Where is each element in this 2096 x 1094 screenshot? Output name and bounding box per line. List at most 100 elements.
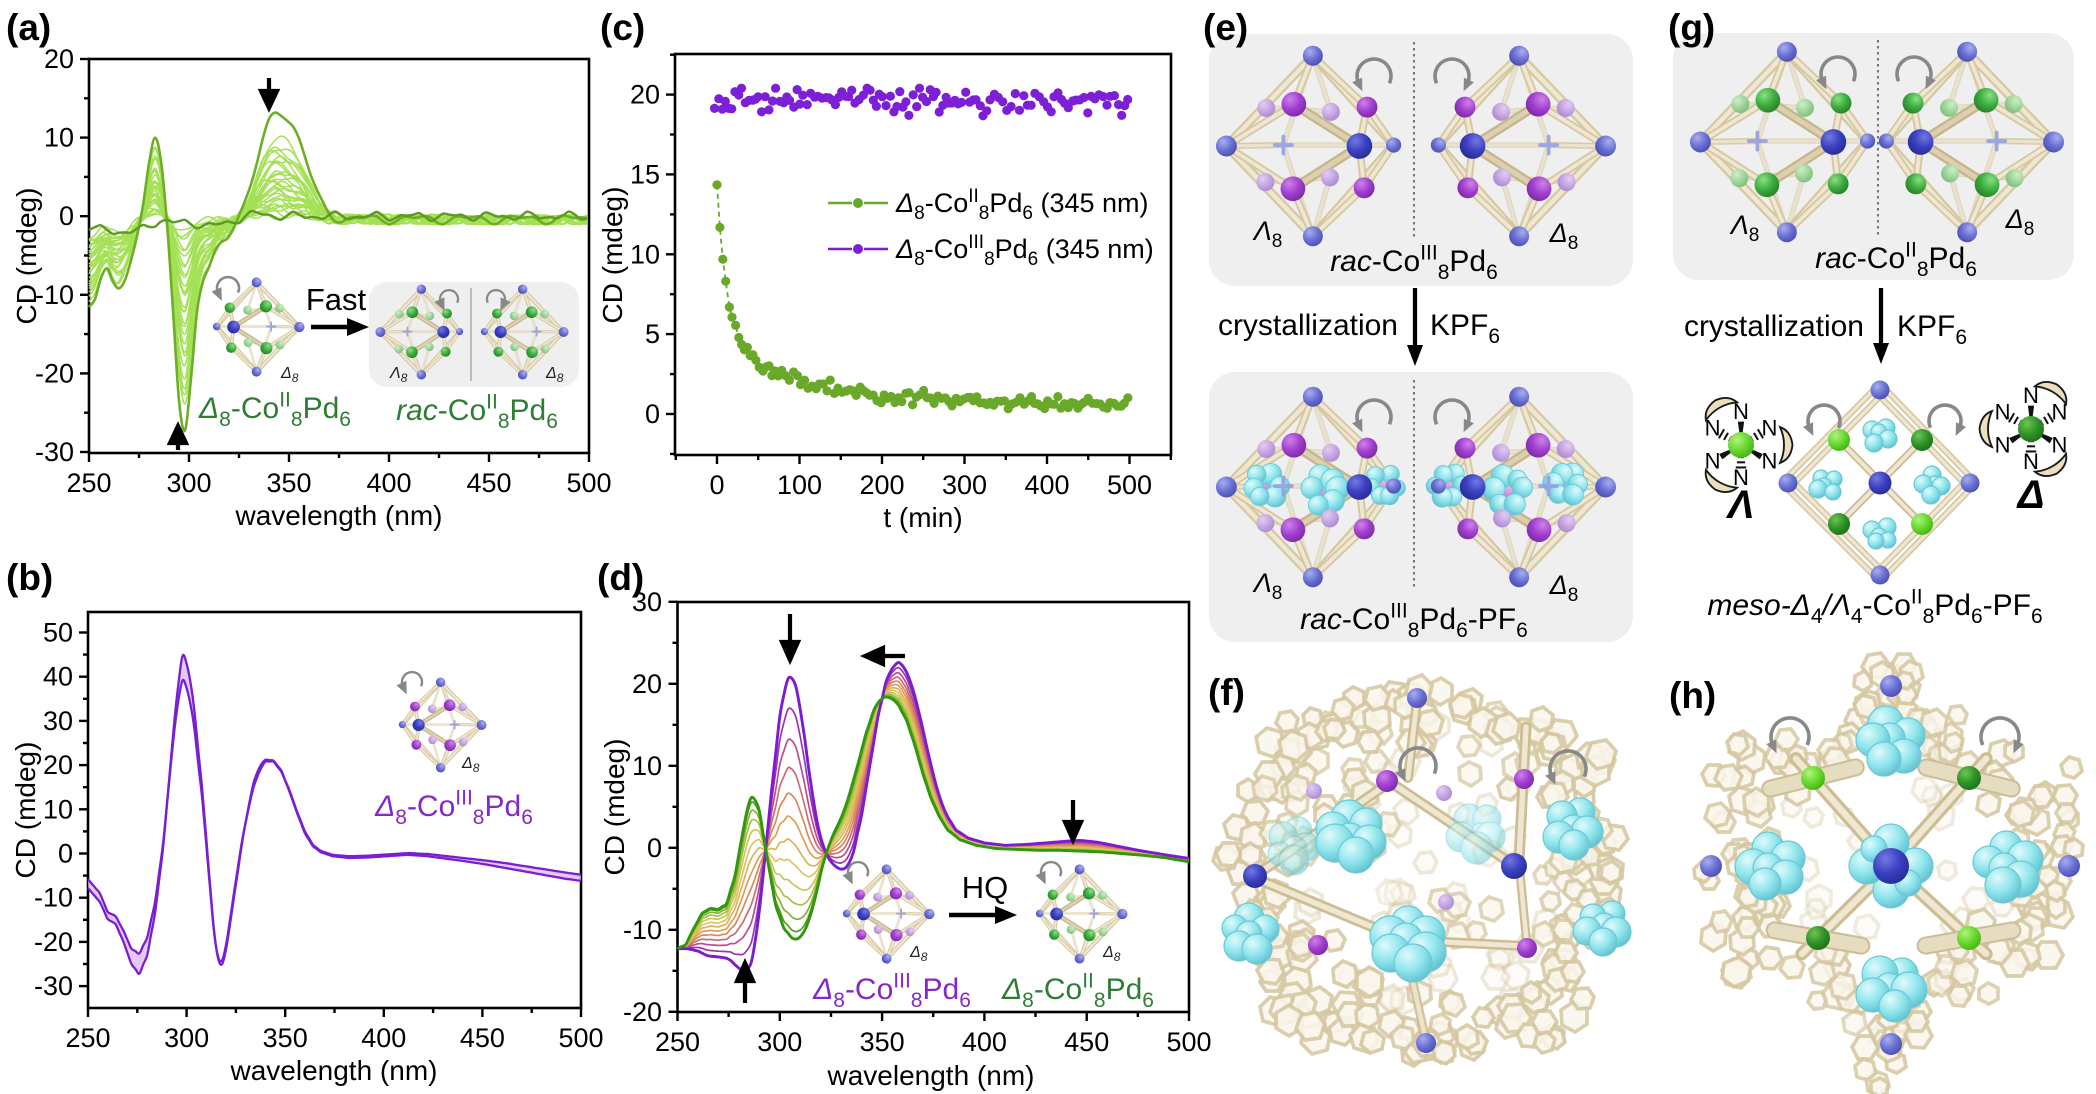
svg-text:(f): (f) — [1208, 672, 1245, 713]
svg-text:meso-Δ4/Λ4-CoII8Pd6-PF6: meso-Δ4/Λ4-CoII8Pd6-PF6 — [1707, 586, 2042, 628]
svg-text:Δ8: Δ8 — [1549, 218, 1579, 254]
svg-text:N: N — [1733, 465, 1749, 490]
svg-text:500: 500 — [1107, 470, 1152, 500]
svg-text:0: 0 — [58, 839, 73, 869]
svg-text:N: N — [1705, 416, 1721, 441]
svg-text:200: 200 — [859, 470, 904, 500]
svg-text:10: 10 — [632, 751, 662, 781]
svg-text:250: 250 — [655, 1027, 700, 1057]
svg-text:rac-CoIII8Pd6-PF6: rac-CoIII8Pd6-PF6 — [1300, 600, 1528, 642]
svg-text:500: 500 — [1166, 1027, 1211, 1057]
svg-text:15: 15 — [630, 159, 660, 189]
svg-text:crystallization: crystallization — [1218, 309, 1398, 342]
svg-text:N: N — [2023, 449, 2039, 474]
svg-text:350: 350 — [263, 1023, 308, 1053]
svg-text:CD (mdeg): CD (mdeg) — [599, 739, 630, 876]
svg-text:wavelength (nm): wavelength (nm) — [230, 1055, 438, 1086]
svg-text:-10: -10 — [34, 883, 73, 913]
svg-text:-30: -30 — [35, 437, 74, 467]
svg-text:N: N — [1733, 399, 1749, 424]
svg-text:Δ: Δ — [2016, 473, 2045, 517]
svg-text:5: 5 — [645, 319, 660, 349]
svg-text:0: 0 — [647, 833, 662, 863]
svg-text:Δ8-CoIII8Pd6 (345 nm): Δ8-CoIII8Pd6 (345 nm) — [895, 232, 1154, 270]
svg-text:400: 400 — [1024, 470, 1069, 500]
svg-text:Δ8-CoIII8Pd6: Δ8-CoIII8Pd6 — [812, 970, 971, 1012]
svg-text:400: 400 — [361, 1023, 406, 1053]
svg-text:0: 0 — [645, 399, 660, 429]
svg-text:N: N — [2051, 432, 2067, 457]
svg-text:20: 20 — [630, 80, 660, 110]
svg-text:450: 450 — [466, 468, 511, 498]
svg-text:20: 20 — [632, 669, 662, 699]
svg-text:wavelength (nm): wavelength (nm) — [235, 500, 443, 531]
svg-text:rac-CoII8Pd6: rac-CoII8Pd6 — [1815, 239, 1977, 281]
svg-text:40: 40 — [43, 662, 73, 692]
svg-text:KPF6: KPF6 — [1430, 309, 1500, 348]
svg-text:300: 300 — [757, 1027, 802, 1057]
svg-text:CD (mdeg): CD (mdeg) — [597, 187, 628, 324]
svg-text:-20: -20 — [623, 997, 662, 1027]
svg-text:10: 10 — [43, 794, 73, 824]
svg-text:(e): (e) — [1203, 7, 1248, 48]
svg-text:450: 450 — [460, 1023, 505, 1053]
svg-text:-20: -20 — [34, 927, 73, 957]
svg-text:(g): (g) — [1668, 7, 1715, 48]
svg-text:30: 30 — [43, 706, 73, 736]
svg-text:(b): (b) — [6, 557, 53, 598]
svg-text:HQ: HQ — [962, 870, 1009, 905]
svg-text:Δ8-CoIII8Pd6: Δ8-CoIII8Pd6 — [374, 787, 533, 829]
svg-text:-30: -30 — [34, 971, 73, 1001]
svg-text:t (min): t (min) — [883, 502, 962, 533]
svg-text:500: 500 — [558, 1023, 603, 1053]
svg-text:-20: -20 — [35, 358, 74, 388]
svg-text:N: N — [1995, 400, 2011, 425]
svg-text:wavelength (nm): wavelength (nm) — [827, 1060, 1035, 1091]
svg-text:300: 300 — [166, 468, 211, 498]
svg-text:N: N — [2023, 383, 2039, 408]
svg-text:350: 350 — [860, 1027, 905, 1057]
svg-text:0: 0 — [709, 470, 724, 500]
svg-text:N: N — [1705, 448, 1721, 473]
svg-text:-10: -10 — [35, 280, 74, 310]
svg-text:N: N — [1761, 448, 1777, 473]
svg-text:(a): (a) — [6, 7, 51, 48]
svg-text:10: 10 — [630, 239, 660, 269]
svg-text:(d): (d) — [597, 557, 644, 598]
svg-text:400: 400 — [366, 468, 411, 498]
svg-text:0: 0 — [59, 201, 74, 231]
svg-text:CD (mdeg): CD (mdeg) — [10, 742, 41, 879]
svg-text:100: 100 — [777, 470, 822, 500]
svg-text:20: 20 — [43, 750, 73, 780]
svg-text:300: 300 — [942, 470, 987, 500]
svg-text:250: 250 — [65, 1023, 110, 1053]
svg-text:-10: -10 — [623, 915, 662, 945]
svg-text:Δ8: Δ8 — [1549, 570, 1579, 606]
svg-text:50: 50 — [43, 618, 73, 648]
svg-text:Λ8: Λ8 — [1252, 216, 1283, 252]
svg-text:400: 400 — [962, 1027, 1007, 1057]
svg-text:crystallization: crystallization — [1684, 310, 1864, 343]
svg-text:Δ8-CoII8Pd6: Δ8-CoII8Pd6 — [198, 389, 351, 431]
svg-text:Fast: Fast — [306, 282, 367, 317]
svg-text:10: 10 — [44, 123, 74, 153]
svg-text:300: 300 — [164, 1023, 209, 1053]
svg-text:Λ8: Λ8 — [1252, 568, 1283, 604]
svg-text:rac-CoII8Pd6: rac-CoII8Pd6 — [396, 391, 558, 433]
svg-text:KPF6: KPF6 — [1897, 310, 1967, 349]
svg-text:250: 250 — [66, 468, 111, 498]
svg-text:(h): (h) — [1669, 675, 1716, 716]
svg-text:Λ8: Λ8 — [1729, 210, 1760, 246]
svg-text:350: 350 — [266, 468, 311, 498]
svg-text:Δ8-CoII8Pd6 (345 nm): Δ8-CoII8Pd6 (345 nm) — [895, 186, 1149, 224]
svg-text:(c): (c) — [600, 7, 645, 48]
svg-text:rac-CoIII8Pd6: rac-CoIII8Pd6 — [1330, 242, 1498, 284]
svg-text:Λ: Λ — [1726, 483, 1755, 527]
svg-text:500: 500 — [566, 468, 611, 498]
svg-text:450: 450 — [1064, 1027, 1109, 1057]
svg-text:N: N — [2051, 400, 2067, 425]
svg-text:N: N — [1761, 416, 1777, 441]
svg-text:N: N — [1995, 432, 2011, 457]
svg-text:20: 20 — [44, 44, 74, 74]
svg-text:CD (mdeg): CD (mdeg) — [11, 188, 42, 325]
